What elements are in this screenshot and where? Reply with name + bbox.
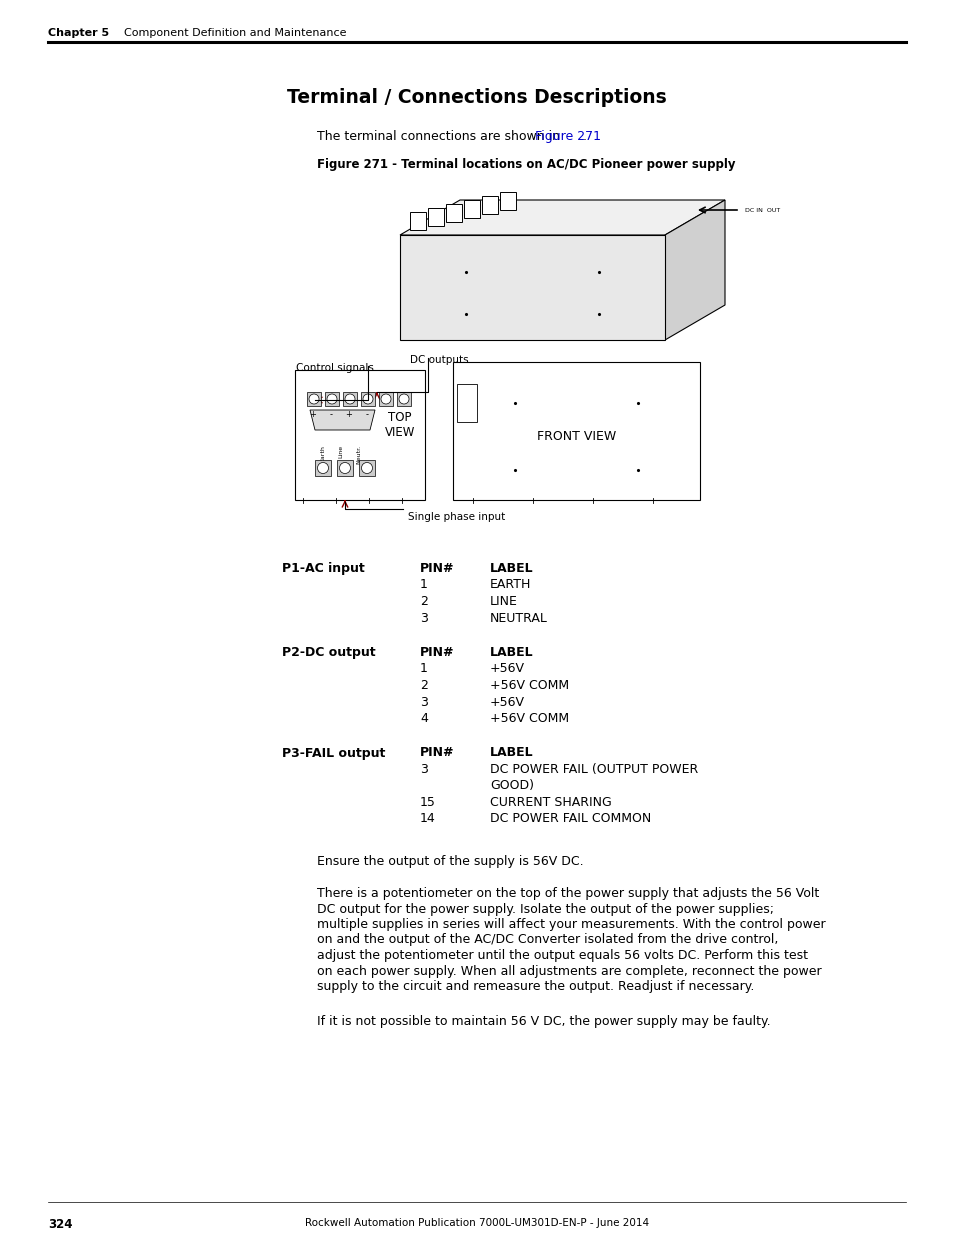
- Polygon shape: [310, 410, 375, 430]
- Text: If it is not possible to maintain 56 V DC, the power supply may be faulty.: If it is not possible to maintain 56 V D…: [316, 1015, 770, 1029]
- Text: Terminal / Connections Descriptions: Terminal / Connections Descriptions: [287, 88, 666, 107]
- Text: 2: 2: [419, 679, 428, 692]
- Bar: [336, 459, 353, 475]
- Text: supply to the circuit and remeasure the output. Readjust if necessary.: supply to the circuit and remeasure the …: [316, 981, 754, 993]
- Text: P1-AC input: P1-AC input: [282, 562, 364, 576]
- Bar: [325, 391, 338, 406]
- Text: Earth: Earth: [320, 445, 325, 462]
- Text: LABEL: LABEL: [490, 562, 533, 576]
- Polygon shape: [294, 370, 424, 500]
- Text: PIN#: PIN#: [419, 646, 454, 659]
- Text: 4: 4: [419, 713, 428, 725]
- Polygon shape: [481, 196, 497, 214]
- Circle shape: [327, 394, 336, 404]
- Text: Chapter 5: Chapter 5: [48, 28, 109, 38]
- Polygon shape: [410, 212, 426, 230]
- Bar: [358, 459, 375, 475]
- Circle shape: [363, 394, 373, 404]
- Circle shape: [339, 462, 350, 473]
- Text: 1: 1: [419, 662, 428, 676]
- Text: +: +: [309, 410, 316, 419]
- Text: P3-FAIL output: P3-FAIL output: [282, 746, 385, 760]
- Circle shape: [317, 462, 328, 473]
- Text: EARTH: EARTH: [490, 578, 531, 592]
- Bar: [314, 459, 331, 475]
- Polygon shape: [664, 200, 724, 340]
- Text: 14: 14: [419, 813, 436, 825]
- Text: DC POWER FAIL COMMON: DC POWER FAIL COMMON: [490, 813, 651, 825]
- Text: -: -: [365, 410, 368, 419]
- Text: +56V: +56V: [490, 662, 524, 676]
- Text: 3: 3: [419, 611, 428, 625]
- Circle shape: [380, 394, 391, 404]
- Text: 3: 3: [419, 695, 428, 709]
- Text: +56V: +56V: [490, 695, 524, 709]
- Text: LABEL: LABEL: [490, 746, 533, 760]
- Polygon shape: [463, 200, 479, 219]
- Polygon shape: [453, 362, 700, 500]
- Text: Figure 271: Figure 271: [535, 130, 600, 143]
- Text: DC POWER FAIL (OUTPUT POWER: DC POWER FAIL (OUTPUT POWER: [490, 763, 698, 776]
- Bar: [396, 391, 411, 406]
- Bar: [360, 391, 375, 406]
- Text: Component Definition and Maintenance: Component Definition and Maintenance: [110, 28, 346, 38]
- Bar: [456, 384, 476, 422]
- Text: 3: 3: [419, 763, 428, 776]
- Text: NEUTRAL: NEUTRAL: [490, 611, 547, 625]
- Text: +56V COMM: +56V COMM: [490, 679, 569, 692]
- Bar: [343, 391, 356, 406]
- Text: TOP
VIEW: TOP VIEW: [385, 411, 415, 438]
- Text: Single phase input: Single phase input: [408, 513, 505, 522]
- Circle shape: [398, 394, 409, 404]
- Text: 15: 15: [419, 797, 436, 809]
- Text: Line: Line: [338, 445, 343, 458]
- Text: on and the output of the AC/DC Converter isolated from the drive control,: on and the output of the AC/DC Converter…: [316, 934, 778, 946]
- Polygon shape: [399, 235, 664, 340]
- Text: 1: 1: [419, 578, 428, 592]
- Text: Figure 271 - Terminal locations on AC/DC Pioneer power supply: Figure 271 - Terminal locations on AC/DC…: [316, 158, 735, 170]
- Text: P2-DC output: P2-DC output: [282, 646, 375, 659]
- Text: FRONT VIEW: FRONT VIEW: [537, 430, 616, 442]
- Text: +: +: [345, 410, 352, 419]
- Text: DC outputs: DC outputs: [410, 354, 468, 366]
- Polygon shape: [446, 204, 461, 222]
- Bar: [378, 391, 393, 406]
- Text: +56V COMM: +56V COMM: [490, 713, 569, 725]
- Text: DC IN  OUT: DC IN OUT: [744, 207, 780, 212]
- Text: 324: 324: [48, 1218, 72, 1231]
- Text: .: .: [582, 130, 586, 143]
- Text: Rockwell Automation Publication 7000L-UM301D-EN-P - June 2014: Rockwell Automation Publication 7000L-UM…: [305, 1218, 648, 1228]
- Polygon shape: [428, 207, 443, 226]
- Circle shape: [361, 462, 372, 473]
- Text: Ensure the output of the supply is 56V DC.: Ensure the output of the supply is 56V D…: [316, 855, 583, 868]
- Text: adjust the potentiometer until the output equals 56 volts DC. Perform this test: adjust the potentiometer until the outpu…: [316, 948, 807, 962]
- Text: DC output for the power supply. Isolate the output of the power supplies;: DC output for the power supply. Isolate …: [316, 903, 773, 915]
- Text: CURRENT SHARING: CURRENT SHARING: [490, 797, 611, 809]
- Circle shape: [345, 394, 355, 404]
- Circle shape: [309, 394, 318, 404]
- Text: The terminal connections are shown in: The terminal connections are shown in: [316, 130, 563, 143]
- Text: PIN#: PIN#: [419, 562, 454, 576]
- Text: multiple supplies in series will affect your measurements. With the control powe: multiple supplies in series will affect …: [316, 918, 824, 931]
- Text: Control signals: Control signals: [295, 363, 374, 373]
- Polygon shape: [399, 200, 724, 235]
- Text: on each power supply. When all adjustments are complete, reconnect the power: on each power supply. When all adjustmen…: [316, 965, 821, 977]
- Text: Neutr.: Neutr.: [356, 445, 361, 464]
- Text: -: -: [329, 410, 333, 419]
- Text: LINE: LINE: [490, 595, 517, 608]
- Text: 2: 2: [419, 595, 428, 608]
- Text: GOOD): GOOD): [490, 779, 534, 793]
- Bar: [307, 391, 320, 406]
- Text: PIN#: PIN#: [419, 746, 454, 760]
- Text: LABEL: LABEL: [490, 646, 533, 659]
- Polygon shape: [499, 191, 516, 210]
- Text: There is a potentiometer on the top of the power supply that adjusts the 56 Volt: There is a potentiometer on the top of t…: [316, 887, 819, 900]
